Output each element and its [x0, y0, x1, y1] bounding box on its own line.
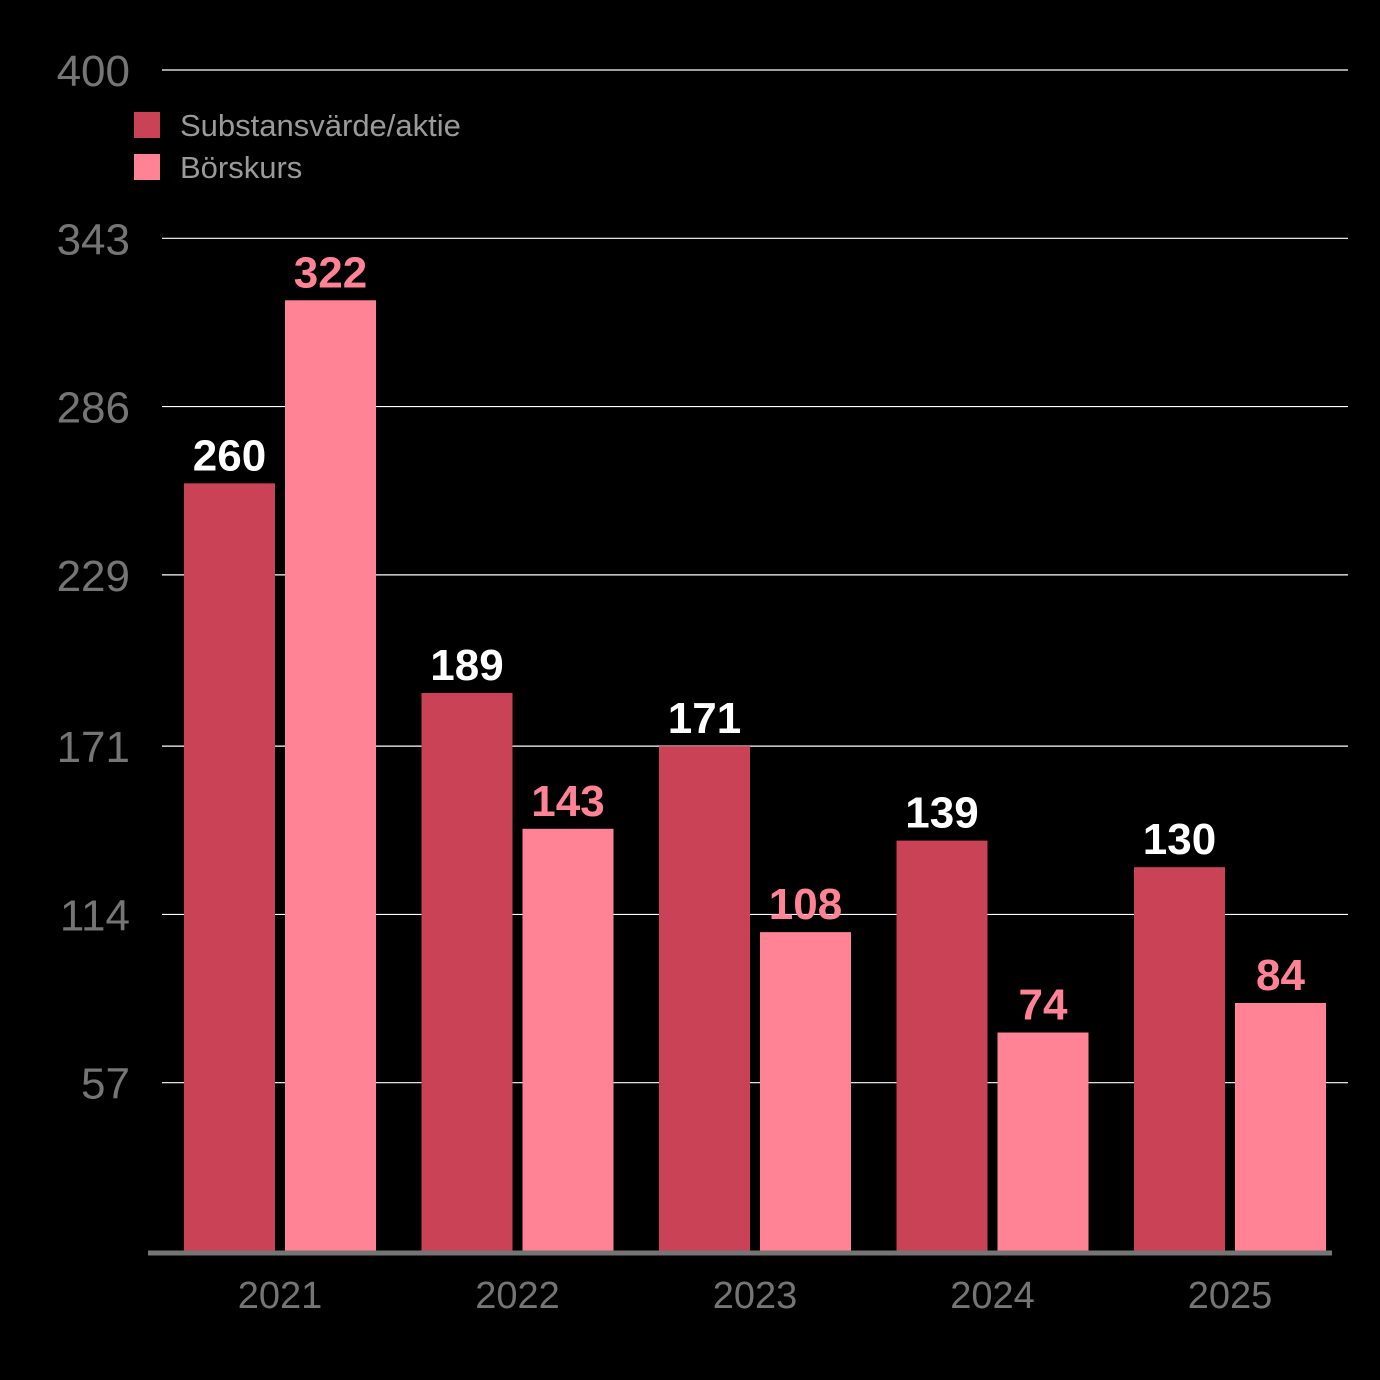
- data-label-borskurs-2024: 74: [1019, 981, 1068, 1030]
- bar-borskurs-2022: [522, 828, 614, 1251]
- data-label-substansvarde-2023: 171: [668, 694, 741, 743]
- data-label-substansvarde-2025: 130: [1143, 815, 1216, 864]
- x-tick-label-2021: 2021: [238, 1275, 323, 1317]
- bar-borskurs-2024: [997, 1032, 1089, 1251]
- data-label-substansvarde-2022: 189: [430, 641, 503, 690]
- y-axis: 57 114 171 229 286 343 400: [57, 47, 130, 1109]
- bar-substansvarde-2024: [896, 840, 988, 1251]
- x-axis: 2021 2022 2023 2024 2025: [238, 1275, 1273, 1317]
- y-tick-label: 400: [57, 47, 130, 96]
- legend-swatch-substansvarde: [134, 112, 160, 138]
- y-tick-label: 343: [57, 215, 130, 264]
- y-tick-label: 171: [57, 723, 130, 772]
- bar-borskurs-2025: [1235, 1002, 1326, 1251]
- legend-label-borskurs: Börskurs: [180, 150, 302, 185]
- x-tick-label-2024: 2024: [950, 1275, 1035, 1317]
- bar-substansvarde-2025: [1134, 867, 1225, 1251]
- data-label-borskurs-2023: 108: [769, 880, 842, 929]
- bar-borskurs-2021: [285, 300, 376, 1251]
- x-tick-label-2022: 2022: [475, 1275, 560, 1317]
- bar-substansvarde-2022: [421, 692, 513, 1251]
- bars: [184, 300, 1326, 1252]
- bar-borskurs-2023: [760, 932, 851, 1251]
- data-labels: 260 322 189 143 171 108 139 74 130 84: [193, 248, 1306, 1029]
- legend: Substansvärde/aktie Börskurs: [134, 108, 461, 185]
- legend-label-substansvarde: Substansvärde/aktie: [180, 108, 461, 143]
- data-label-substansvarde-2024: 139: [905, 789, 978, 838]
- data-label-substansvarde-2021: 260: [193, 431, 266, 480]
- data-label-borskurs-2022: 143: [531, 777, 604, 826]
- data-label-borskurs-2021: 322: [294, 248, 367, 297]
- x-tick-label-2025: 2025: [1188, 1275, 1273, 1317]
- y-tick-label: 57: [81, 1060, 130, 1109]
- bar-substansvarde-2023: [659, 746, 750, 1251]
- legend-swatch-borskurs: [134, 154, 160, 180]
- y-tick-label: 114: [60, 891, 130, 940]
- y-tick-label: 229: [57, 552, 130, 601]
- x-tick-label-2023: 2023: [713, 1275, 798, 1317]
- y-tick-label: 286: [57, 384, 130, 433]
- bar-substansvarde-2021: [184, 483, 275, 1252]
- data-label-borskurs-2025: 84: [1256, 951, 1305, 1000]
